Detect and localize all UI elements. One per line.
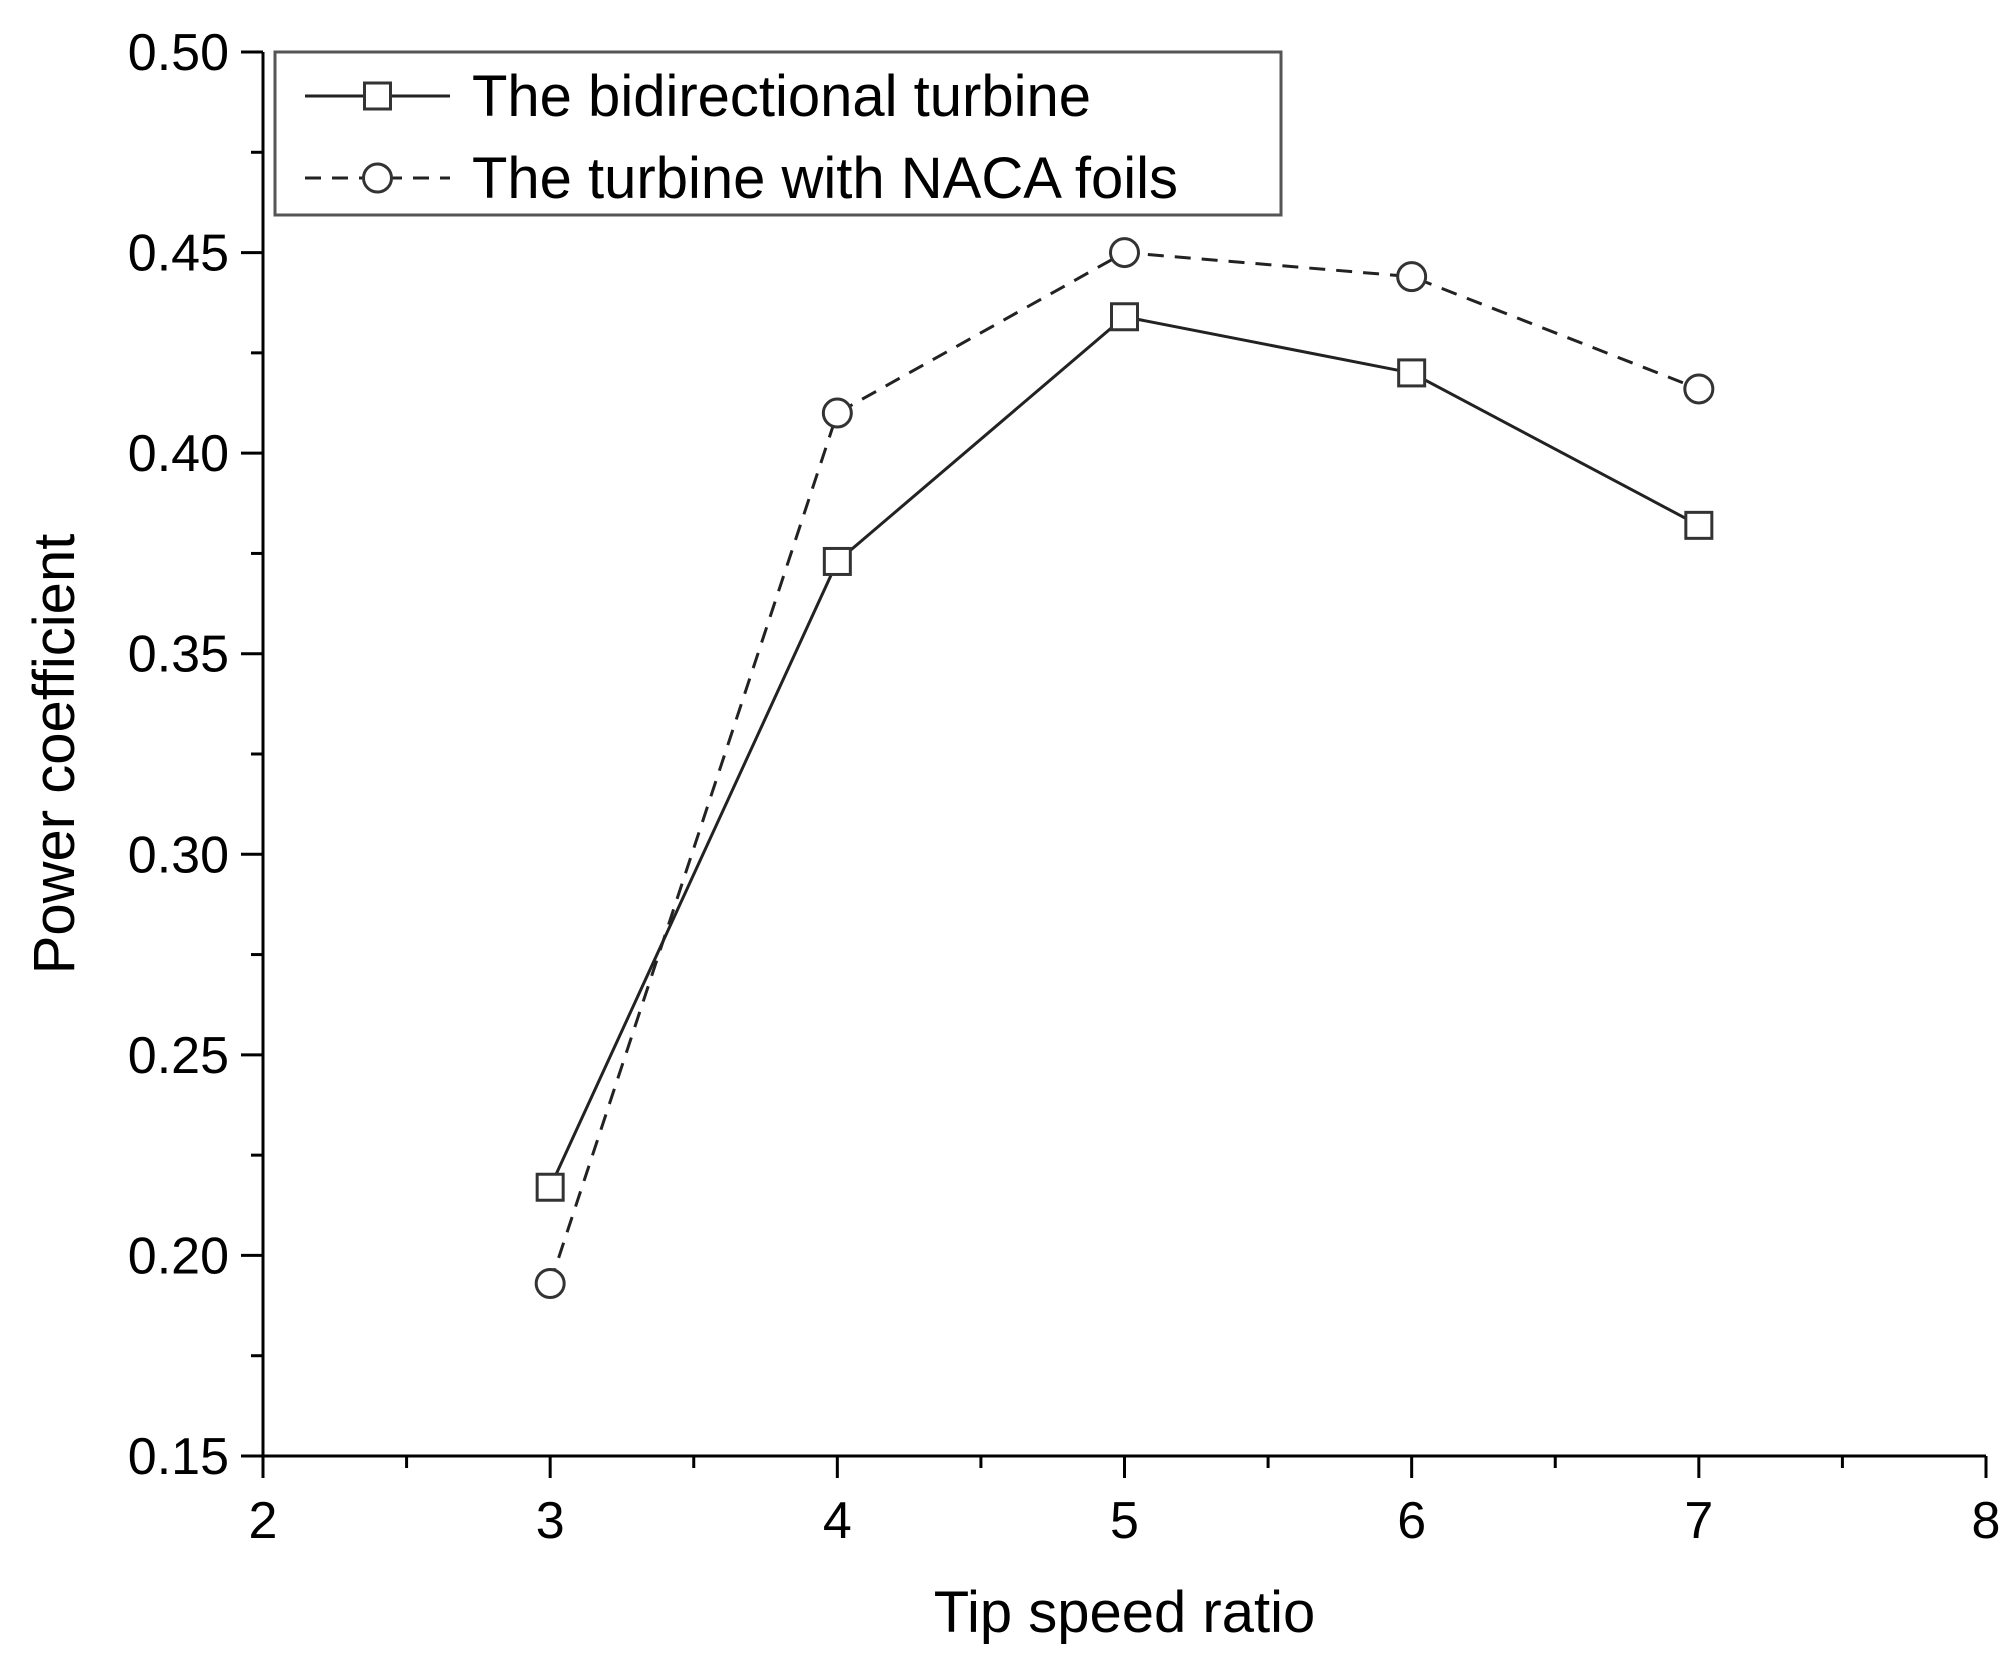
legend-label: The bidirectional turbine: [472, 64, 1091, 129]
data-point: [535, 1172, 565, 1202]
y-tick-label: 0.20: [128, 1227, 229, 1285]
x-tick-label: 6: [1397, 1492, 1426, 1550]
y-tick-label: 0.40: [128, 425, 229, 483]
y-axis-label: Power coefficient: [22, 534, 87, 975]
series-line: [548, 315, 1700, 1188]
plot-series: [534, 237, 1715, 1300]
x-tick-label: 4: [823, 1492, 852, 1550]
x-tick-label: 5: [1110, 1492, 1139, 1550]
legend: The bidirectional turbine The turbine wit…: [273, 50, 1283, 217]
x-tick-label: 8: [1972, 1492, 2001, 1550]
y-tick-label: 0.15: [128, 1428, 229, 1486]
data-point: [1397, 358, 1427, 388]
y-tick-label: 0.30: [128, 826, 229, 884]
data-point: [1109, 237, 1140, 269]
data-point: [1683, 373, 1715, 405]
data-point: [822, 546, 852, 576]
data-point: [1110, 302, 1139, 332]
data-point: [534, 1268, 566, 1300]
data-point: [1396, 261, 1428, 293]
series-naca-foils-turbine: [534, 237, 1715, 1300]
legend-swatch-marker: [363, 81, 392, 111]
series-line: [548, 251, 1700, 1284]
y-tick-label: 0.45: [128, 225, 229, 283]
x-tick-label: 2: [249, 1492, 278, 1550]
legend-label: The turbine with NACA foils: [472, 146, 1178, 211]
y-tick-label: 0.35: [128, 626, 229, 684]
y-tick-label: 0.25: [128, 1027, 229, 1085]
axes: 2 3 4 5 6 7 8 0.15 0.20 0.25 0.30 0.35 0.40 0.45 0.50: [128, 24, 2001, 1550]
legend-swatch-marker: [362, 162, 393, 194]
x-axis-label: Tip speed ratio: [934, 1580, 1316, 1645]
x-tick-label: 3: [536, 1492, 565, 1550]
data-point: [821, 397, 853, 429]
y-tick-label: 0.50: [128, 24, 229, 82]
data-point: [1684, 510, 1714, 540]
legend-box: [273, 50, 1283, 217]
series-bidirectional-turbine: [535, 302, 1714, 1202]
x-tick-label: 7: [1684, 1492, 1713, 1550]
